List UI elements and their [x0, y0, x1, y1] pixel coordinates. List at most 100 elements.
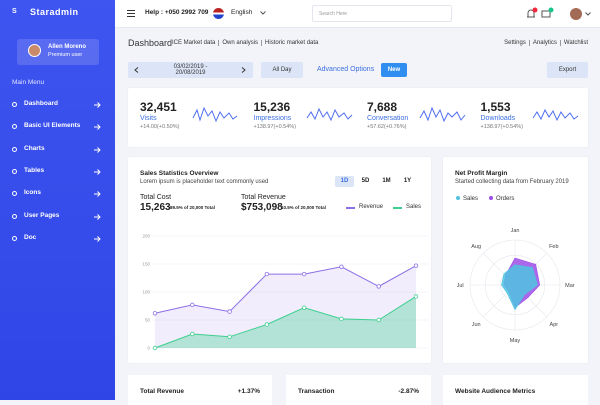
legend-label: Sales	[406, 204, 422, 210]
summary-card: Total Revenue +1.37%	[128, 375, 272, 405]
menu-bullet	[12, 191, 17, 197]
new-label: New	[387, 67, 401, 73]
new-button[interactable]: New	[381, 63, 407, 77]
profit-card: Net Profit Margin Started collecting dat…	[443, 157, 588, 363]
period-select[interactable]: All Day	[261, 62, 303, 78]
menu-label: Basic UI Elements	[24, 122, 81, 130]
menu-item[interactable]: Tables	[0, 166, 115, 178]
stat-change: +138.97(+0.54%)	[480, 124, 524, 130]
summary-title: Transaction	[298, 388, 335, 395]
menu-arrow	[94, 146, 101, 153]
search-box[interactable]: Search Here	[312, 5, 452, 22]
page-link[interactable]: Analytics	[528, 40, 557, 46]
range-tab[interactable]: 1Y	[403, 178, 412, 184]
menu-arrow	[94, 191, 101, 198]
menu-label: Doc	[24, 233, 37, 241]
stat-label: Downloads	[480, 115, 516, 122]
menu-bullet	[12, 124, 17, 130]
page-actions: Settings Analytics Watchlist	[504, 40, 588, 46]
menu-bullet	[12, 168, 17, 174]
stat-value: 32,451	[140, 100, 177, 114]
next-arrow[interactable]	[241, 67, 246, 73]
language[interactable]: English	[231, 9, 253, 16]
menu-item[interactable]: Icons	[0, 188, 115, 200]
page-link[interactable]: Own analysis	[218, 40, 258, 46]
export-label: Export	[558, 67, 577, 73]
summary-change: -2.87%	[398, 388, 419, 395]
date-range: 03/02/2019 - 20/08/2019	[173, 64, 208, 76]
menu-item[interactable]: Charts	[0, 144, 115, 156]
profit-subtitle: Started collecting data from February 20…	[455, 179, 569, 185]
stats-card	[128, 88, 588, 147]
user-avatar[interactable]	[570, 8, 582, 20]
menu-item[interactable]: Doc	[0, 233, 115, 245]
menu-bullet	[12, 213, 17, 219]
notification-icon[interactable]	[525, 7, 539, 21]
stat-label: Impressions	[253, 115, 292, 122]
menu-arrow	[94, 124, 101, 131]
profile-card[interactable]: Allen Moreno Premium user	[17, 39, 99, 65]
menu-arrow	[94, 169, 101, 175]
total-value: $753,098	[241, 202, 283, 213]
summary-title: Total Revenue	[140, 388, 184, 395]
prev-arrow[interactable]	[134, 67, 139, 73]
total-label: Total Cost	[140, 194, 172, 201]
summary-card: Transaction -2.87%	[286, 375, 431, 405]
brand[interactable]: Staradmin	[30, 7, 79, 17]
page-title: Dashboard	[128, 38, 173, 48]
menu-label: Dashboard	[24, 100, 58, 107]
stat-change: +57.62(+0.76%)	[367, 124, 407, 130]
menu-arrow	[94, 235, 101, 242]
legend-label: Revenue	[359, 204, 384, 210]
stat-change: +14.00(+0.50%)	[140, 124, 180, 130]
page-link[interactable]: Watchlist	[559, 40, 588, 46]
message-icon[interactable]	[541, 7, 555, 21]
page-link[interactable]: ICE Market data	[172, 40, 216, 46]
menu-item[interactable]: Basic UI Elements	[0, 121, 115, 133]
menu-label: Tables	[24, 166, 45, 174]
menu-bullet	[12, 235, 17, 241]
range-tab[interactable]: 1D	[335, 176, 354, 187]
page-link[interactable]: Settings	[504, 40, 526, 46]
menu-item[interactable]: Dashboard	[0, 99, 115, 111]
dropdown-caret	[260, 11, 266, 15]
stat-value: 1,553	[480, 100, 511, 114]
stat-change: +138.97(+0.54%)	[253, 124, 297, 130]
page-link[interactable]: Historic market data	[261, 40, 318, 46]
total-note: 10.5% of 20,000 Total	[281, 205, 326, 210]
sidebar: S Staradmin Allen Moreno Premium user Ma…	[0, 0, 115, 400]
menu-label: Icons	[24, 189, 41, 197]
menu-title: Main Menu	[12, 79, 45, 86]
menu-item[interactable]: User Pages	[0, 211, 115, 223]
user-caret	[585, 12, 591, 16]
avatar	[28, 44, 41, 57]
flag	[213, 8, 224, 19]
menu-arrow	[94, 102, 101, 108]
breadcrumb-links: ICE Market data Own analysis Historic mark…	[172, 40, 318, 46]
menu-bullet	[12, 146, 17, 152]
range-tab[interactable]: 5D	[361, 178, 370, 184]
total-label: Total Revenue	[241, 194, 286, 201]
menu-label: User Pages	[24, 211, 60, 219]
menu-toggle[interactable]	[127, 10, 135, 17]
advanced-options[interactable]: Advanced Options	[317, 66, 375, 73]
stat-value: 7,688	[367, 100, 398, 114]
summary-change: +1.37%	[237, 388, 260, 395]
total-value: 15,263	[140, 202, 171, 213]
logo-mark: S	[12, 8, 17, 15]
summary-title: Website Audience Metrics	[455, 388, 536, 395]
range-tab[interactable]: 1M	[382, 178, 391, 184]
top-bar: Help : +050 2992 709 English Search Here	[115, 0, 600, 28]
legend-line	[346, 207, 355, 209]
period: All Day	[272, 67, 292, 73]
stat-value: 15,236	[253, 100, 291, 114]
help-phone: Help : +050 2992 709	[145, 9, 209, 16]
summary-card: Website Audience Metrics	[443, 375, 588, 405]
profile-name: Allen Moreno	[48, 44, 87, 50]
stat-label: Visits	[140, 115, 157, 122]
menu-arrow	[94, 213, 101, 220]
menu-label: Charts	[24, 144, 45, 152]
date-picker[interactable]: 03/02/2019 - 20/08/2019	[128, 62, 253, 78]
export-button[interactable]: Export	[547, 62, 588, 78]
